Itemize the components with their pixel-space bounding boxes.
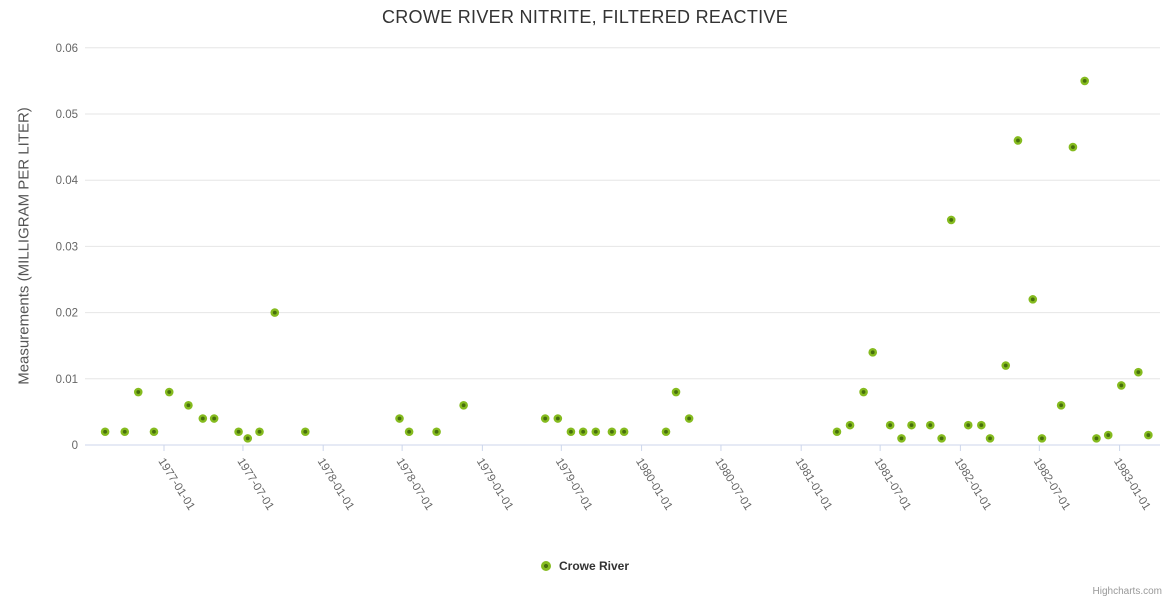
data-point[interactable] xyxy=(255,427,264,437)
data-point[interactable] xyxy=(100,427,110,437)
x-axis-label: 1983-01-01 xyxy=(1111,456,1152,512)
data-point[interactable] xyxy=(404,427,414,437)
data-point[interactable] xyxy=(845,420,855,430)
data-point[interactable] xyxy=(395,414,404,423)
y-axis-label: 0 xyxy=(72,440,78,452)
data-point[interactable] xyxy=(1013,136,1023,145)
data-point[interactable] xyxy=(977,420,986,430)
x-axis-label: 1977-07-01 xyxy=(234,456,275,512)
data-point[interactable] xyxy=(301,427,310,437)
data-point[interactable] xyxy=(1068,142,1078,152)
data-point[interactable] xyxy=(459,400,468,410)
data-point[interactable] xyxy=(243,434,253,443)
data-point[interactable] xyxy=(963,420,973,430)
data-point[interactable] xyxy=(120,427,130,437)
data-point[interactable] xyxy=(619,427,629,437)
legend-label: Crowe River xyxy=(558,559,630,573)
x-axis-label: 1979-07-01 xyxy=(553,456,594,512)
data-point[interactable] xyxy=(1144,430,1153,440)
data-point[interactable] xyxy=(684,414,694,423)
y-axis-label: 0.03 xyxy=(56,241,78,253)
data-point[interactable] xyxy=(591,427,601,437)
y-axis-label: 0.05 xyxy=(56,109,78,121)
data-point[interactable] xyxy=(607,427,617,437)
data-point[interactable] xyxy=(907,420,916,430)
x-axis-label: 1978-01-01 xyxy=(315,456,356,512)
data-point[interactable] xyxy=(661,427,671,437)
data-point[interactable] xyxy=(859,387,868,397)
data-point[interactable] xyxy=(1037,434,1047,443)
data-point[interactable] xyxy=(164,387,174,397)
data-point[interactable] xyxy=(671,387,681,397)
y-axis-label: 0.04 xyxy=(56,175,79,187)
x-axis-label: 1982-07-01 xyxy=(1031,456,1072,512)
data-point[interactable] xyxy=(1103,430,1113,440)
legend-item-crowe-river[interactable]: Crowe River xyxy=(0,556,1170,576)
x-axis-label: 1981-07-01 xyxy=(872,456,913,512)
data-point[interactable] xyxy=(1092,434,1101,443)
y-axis-label: 0.06 xyxy=(56,43,78,55)
y-axis-label: 0.01 xyxy=(56,374,78,386)
data-point[interactable] xyxy=(1080,76,1089,86)
chart-title: CROWE RIVER NITRITE, FILTERED REACTIVE xyxy=(381,7,789,27)
x-axis-label: 1977-01-01 xyxy=(155,456,196,512)
data-point[interactable] xyxy=(985,434,995,443)
data-point[interactable] xyxy=(937,434,946,443)
data-point[interactable] xyxy=(133,387,143,397)
data-point[interactable] xyxy=(946,215,956,225)
data-point[interactable] xyxy=(1028,295,1038,304)
data-point[interactable] xyxy=(925,420,935,430)
data-point[interactable] xyxy=(149,427,159,437)
x-axis-label: 1980-07-01 xyxy=(712,456,753,512)
data-point[interactable] xyxy=(1134,367,1143,377)
x-axis-label: 1980-01-01 xyxy=(633,456,674,512)
data-point[interactable] xyxy=(885,420,895,430)
data-point[interactable] xyxy=(209,414,219,423)
x-axis-label: 1978-07-01 xyxy=(394,456,435,512)
data-point[interactable] xyxy=(868,348,878,357)
x-axis-label: 1979-01-01 xyxy=(474,456,515,512)
x-axis-label: 1981-01-01 xyxy=(793,456,834,512)
data-point[interactable] xyxy=(1117,381,1126,390)
data-point[interactable] xyxy=(540,414,550,423)
data-point[interactable] xyxy=(184,400,193,410)
data-point[interactable] xyxy=(566,427,576,437)
data-point[interactable] xyxy=(897,434,906,443)
data-point[interactable] xyxy=(270,308,280,317)
data-point[interactable] xyxy=(1001,361,1011,370)
data-point[interactable] xyxy=(553,414,563,423)
data-point[interactable] xyxy=(234,427,243,437)
data-point[interactable] xyxy=(432,427,441,437)
x-axis-label: 1982-01-01 xyxy=(952,456,993,512)
highcharts-credit-link[interactable]: Highcharts.com xyxy=(1092,586,1162,597)
data-point[interactable] xyxy=(832,427,842,437)
legend-marker-icon xyxy=(540,561,551,571)
y-axis-label: 0.02 xyxy=(56,308,78,320)
data-point[interactable] xyxy=(198,414,208,423)
data-point[interactable] xyxy=(1056,400,1066,410)
data-point[interactable] xyxy=(578,427,588,437)
